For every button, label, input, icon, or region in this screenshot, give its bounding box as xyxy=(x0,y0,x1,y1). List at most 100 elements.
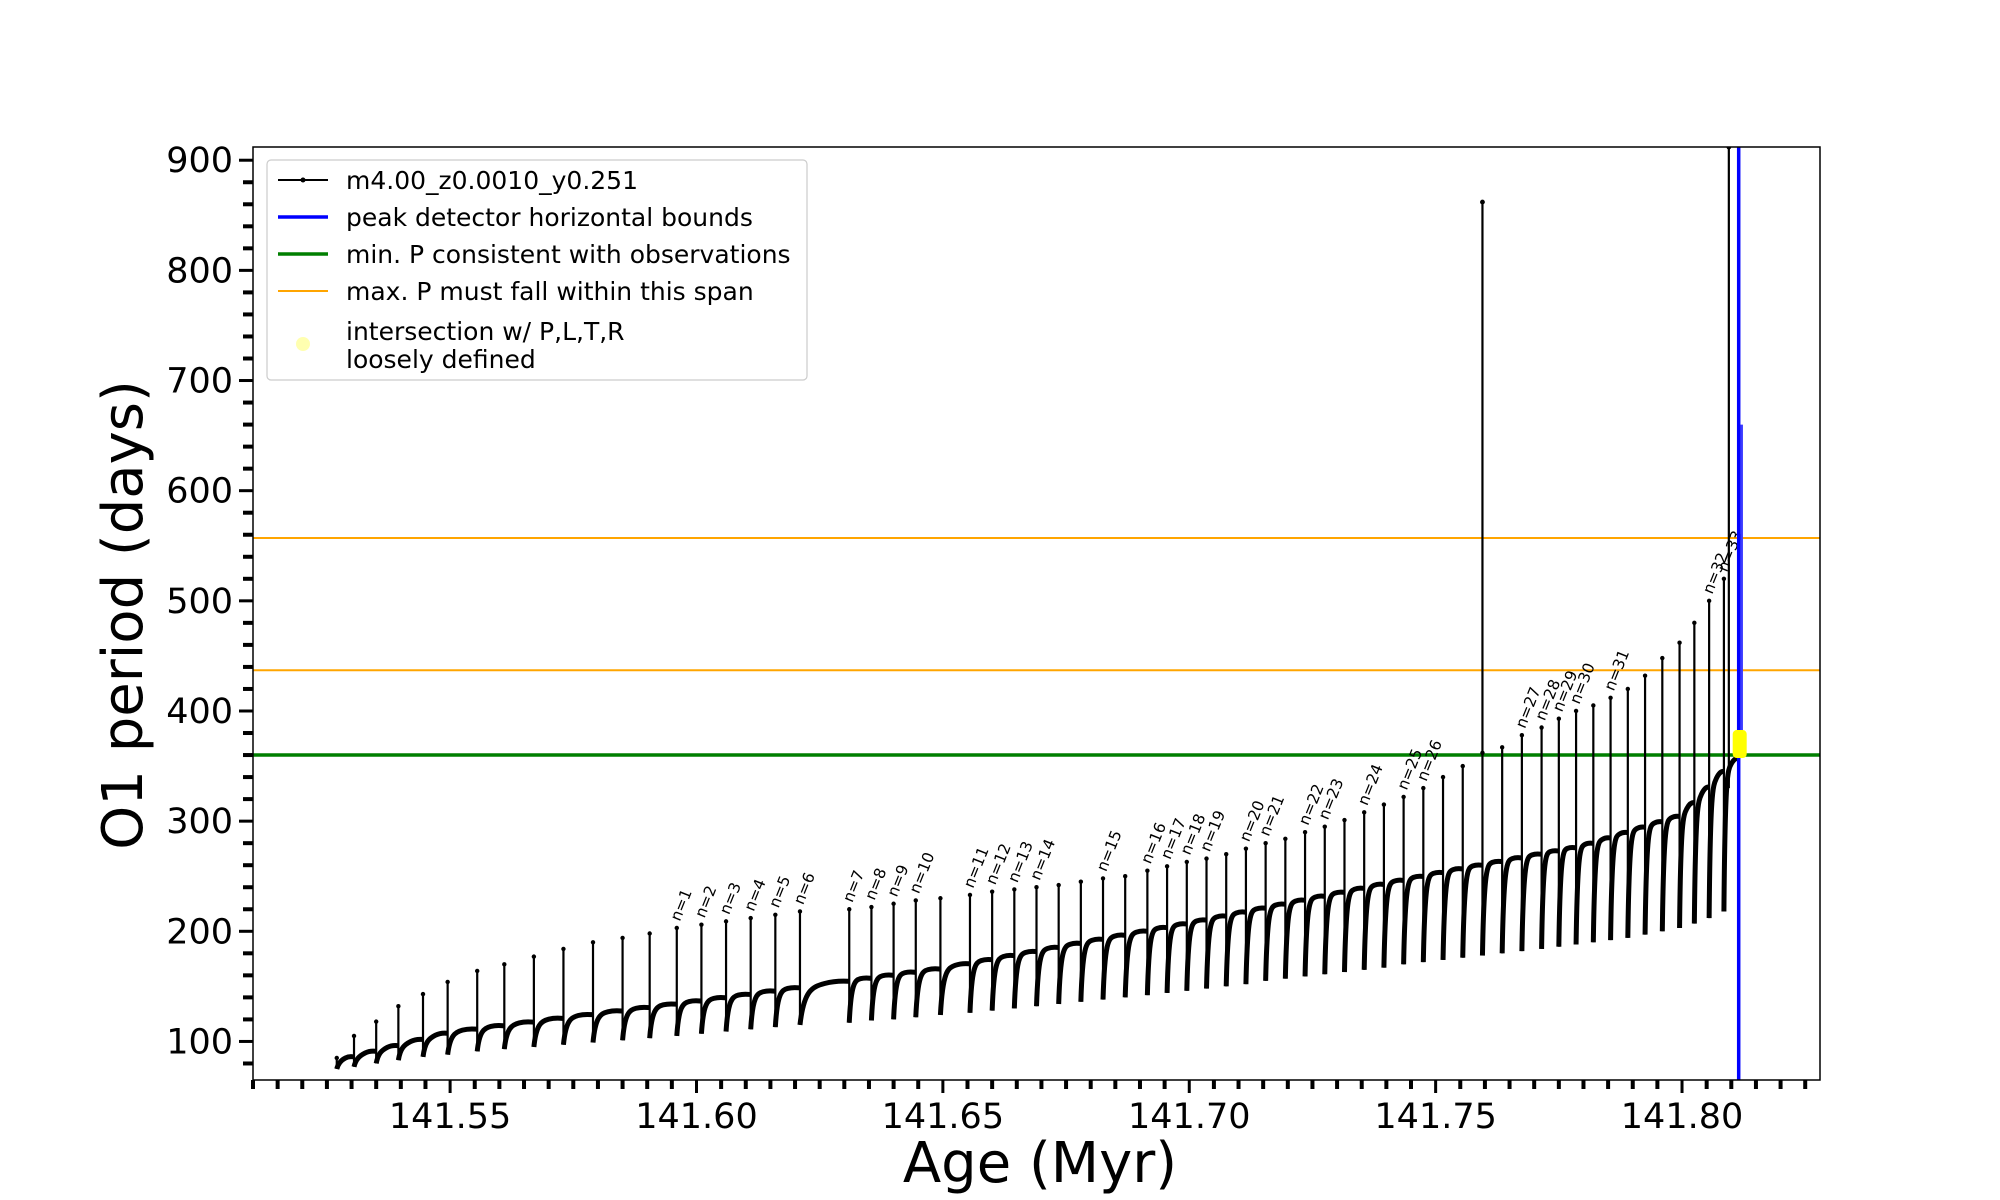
pulse-peak-point xyxy=(1361,810,1367,815)
pulse-recovery-segment xyxy=(1573,840,1594,945)
legend-label: loosely defined xyxy=(346,345,536,374)
legend-handle-dot xyxy=(300,177,306,183)
legend-label: max. P must fall within this span xyxy=(346,277,754,306)
y-tick-label: 100 xyxy=(166,1022,233,1062)
pulse-recovery-segment xyxy=(560,1011,594,1045)
pulse-peak-point xyxy=(620,935,625,941)
pulse-peak-point xyxy=(1012,887,1017,892)
pulse-peak-point xyxy=(699,922,704,927)
plot-content: n=1n=2n=3n=4n=5n=6 n=7n=8n=9n=10 n=11n=12n… xyxy=(253,147,1820,1080)
pulse-recovery-segment xyxy=(797,978,850,1026)
pulse-peak-point xyxy=(1721,576,1727,582)
x-tick-label: 141.80 xyxy=(1621,1097,1743,1137)
pulse-peak-point xyxy=(797,909,803,914)
pulse-peak-point xyxy=(1224,851,1229,857)
pulse-peak-point xyxy=(748,915,753,921)
plot-frame xyxy=(252,146,1821,1081)
pulse-recovery-segment xyxy=(531,1015,564,1048)
pulse-peak-point xyxy=(396,1003,401,1009)
y-tick-label: 500 xyxy=(166,582,233,622)
pulse-recovery-segment xyxy=(395,1036,424,1061)
pulse-peak-point xyxy=(723,919,729,924)
pulse-peak-point xyxy=(938,896,943,901)
pulse-peak-point xyxy=(1440,774,1446,780)
pulse-peak-point xyxy=(351,1033,357,1039)
y-tick-label: 900 xyxy=(166,141,233,181)
x-axis-label: Age (Myr) xyxy=(903,1131,1177,1196)
pulse-recovery-segment xyxy=(590,1008,623,1043)
pulse-peak-point xyxy=(647,931,652,936)
pulse-peak-point xyxy=(1283,836,1288,841)
pulse-peak-point xyxy=(1660,655,1665,661)
x-tick-label: 141.65 xyxy=(882,1097,1004,1137)
pulse-recovery-segment xyxy=(501,1019,535,1050)
pulse-recovery-segment xyxy=(891,969,916,1020)
pulse-recovery-segment xyxy=(647,1001,677,1039)
pulse-recovery-segment xyxy=(1322,889,1345,975)
pulse-peak-point xyxy=(334,1055,339,1061)
y-tick-label: 700 xyxy=(166,362,233,402)
pulse-recovery-segment xyxy=(748,988,776,1030)
legend-handle-marker xyxy=(296,337,310,351)
pulse-recovery-segment xyxy=(1499,855,1523,954)
pulse-recovery-segment xyxy=(723,991,751,1032)
pulse-peak-point xyxy=(1184,859,1189,865)
y-tick-label: 300 xyxy=(166,802,233,842)
pulse-peak-point xyxy=(1519,733,1525,738)
pulse-peak-point xyxy=(989,889,995,894)
pulse-recovery-segment xyxy=(1034,944,1059,1007)
pulse-recovery-segment xyxy=(698,994,727,1034)
pulse-peak-point xyxy=(1591,703,1596,708)
pulse-peak-point xyxy=(1642,673,1648,678)
pulse-recovery-segment xyxy=(674,998,702,1037)
pulse-recovery-segment xyxy=(1401,873,1424,965)
pulse-peak-point xyxy=(1145,868,1150,873)
pulse-recovery-segment xyxy=(1479,858,1503,956)
pulse-recovery-segment xyxy=(420,1030,448,1058)
pulse-recovery-segment xyxy=(1282,897,1306,979)
y-tick-label: 600 xyxy=(166,472,233,512)
pulse-recovery-segment xyxy=(373,1043,399,1064)
legend-label: min. P consistent with observations xyxy=(346,240,791,269)
pulse-recovery-segment xyxy=(913,966,941,1018)
pulse-peak-point xyxy=(1381,802,1387,807)
y-tick-label: 800 xyxy=(166,251,233,291)
pulse-peak-point xyxy=(531,954,537,959)
pulse-peak-point xyxy=(1706,598,1712,604)
pulse-peak-point xyxy=(1556,716,1562,721)
y-axis-label: O1 period (days) xyxy=(91,380,156,850)
x-tick-label: 141.55 xyxy=(389,1097,511,1137)
pulse-recovery-segment xyxy=(967,956,993,1013)
pulse-recovery-segment xyxy=(1302,893,1325,977)
pulse-recovery-segment xyxy=(1100,932,1126,1000)
pulse-recovery-segment xyxy=(1460,862,1483,958)
pulse-recovery-segment xyxy=(474,1023,505,1052)
pulse-peak-point xyxy=(1322,824,1327,829)
pulse-peak-point xyxy=(1499,745,1505,750)
pulse-peak-point xyxy=(590,940,596,945)
pulse-peak-point xyxy=(1539,725,1544,730)
pulse-recovery-segment xyxy=(1078,936,1104,1002)
legend-label: m4.00_z0.0010_y0.251 xyxy=(346,166,638,195)
pulse-recovery-segment xyxy=(1677,800,1695,929)
pulse-peak-point xyxy=(1342,817,1347,823)
pulse-recovery-segment xyxy=(1642,819,1663,935)
pulse-peak-point xyxy=(1034,885,1039,890)
pulse-peak-point xyxy=(1677,640,1682,645)
pulse-recovery-segment xyxy=(445,1026,478,1055)
pulse-recovery-segment xyxy=(620,1004,650,1041)
pulse-peak-point xyxy=(373,1019,379,1024)
pulse-peak-point xyxy=(674,925,679,931)
pulse-recovery-segment xyxy=(1556,844,1577,947)
pulse-peak-point xyxy=(869,904,874,910)
pulse-peak-point xyxy=(1100,876,1106,881)
pulse-peak-point xyxy=(1608,695,1613,700)
pulse-recovery-segment xyxy=(1164,921,1188,994)
pulse-recovery-segment xyxy=(1608,829,1629,941)
pulse-peak-point xyxy=(1056,882,1061,888)
legend-label: intersection w/ P,L,T,R xyxy=(346,317,625,346)
pulse-recovery-segment xyxy=(1204,913,1227,989)
pulse-peak-point xyxy=(1573,708,1579,714)
